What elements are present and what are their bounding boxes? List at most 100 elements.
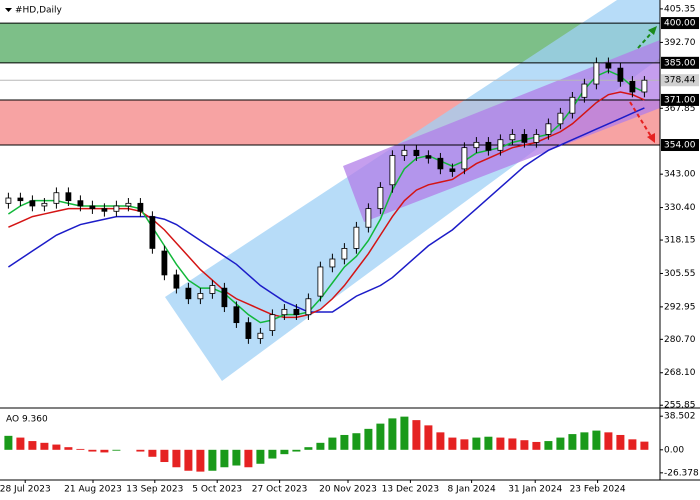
x-tick-label: 13 Dec 2023	[382, 485, 440, 495]
candle-body	[437, 157, 444, 170]
ao-bar	[580, 432, 589, 450]
ao-bar	[448, 437, 457, 450]
candle-body	[617, 67, 624, 82]
candle-body	[473, 141, 480, 149]
candle-body	[569, 96, 576, 114]
ao-bar	[64, 447, 73, 450]
level-label: 400.00	[664, 19, 696, 29]
ao-tick-label: -26.378	[664, 468, 699, 478]
candle-body	[377, 187, 384, 210]
down-arrow	[629, 101, 653, 139]
x-tick-label: 13 Sep 2023	[126, 485, 183, 495]
last-price-box	[661, 74, 699, 87]
candle-body	[485, 141, 492, 151]
ao-bar	[472, 437, 481, 450]
level-label-box	[661, 56, 699, 69]
ao-bar	[544, 441, 553, 450]
last-price-label: 378.44	[664, 76, 696, 86]
ao-bar	[328, 437, 337, 450]
channels	[165, 0, 660, 381]
ao-bar	[640, 441, 649, 450]
ao-bar	[532, 441, 541, 450]
y-tick-label: 367.85	[664, 104, 696, 114]
ao-bar	[436, 432, 445, 450]
ao-bar	[100, 449, 109, 453]
ao-bar	[484, 436, 493, 450]
candle-body	[149, 216, 156, 249]
candle-body	[365, 208, 372, 228]
x-tick-label: 20 Nov 2023	[319, 485, 377, 495]
candle-body	[449, 168, 456, 172]
ao-bar	[280, 449, 289, 455]
candle-body	[101, 208, 108, 212]
ao-bar	[196, 449, 205, 472]
ao-bar	[52, 444, 61, 450]
candle-body	[413, 149, 420, 157]
level-label: 354.00	[664, 141, 696, 151]
ao-bar	[376, 423, 385, 450]
candle-body	[305, 298, 312, 316]
candle-body	[137, 202, 144, 212]
ao-bar	[592, 430, 601, 450]
candle-body	[221, 287, 228, 308]
candle-body	[293, 308, 300, 316]
ao-bar	[232, 449, 241, 466]
candle-body	[125, 202, 132, 207]
candle-body	[353, 226, 360, 249]
candle-body	[581, 83, 588, 98]
ao-bar	[340, 434, 349, 450]
y-tick-label: 392.70	[664, 38, 696, 48]
chart-title: #HD,Daily	[15, 6, 63, 16]
ao-bar	[208, 449, 217, 471]
candle-body	[5, 197, 12, 204]
ao-bar	[508, 438, 517, 450]
candle-body	[281, 308, 288, 316]
candle-body	[41, 202, 48, 207]
candle-body	[89, 205, 96, 210]
candle-body	[257, 332, 264, 339]
candle-body	[53, 192, 60, 204]
up-arrow-head	[648, 26, 657, 35]
ao-bar	[364, 428, 373, 450]
x-tick-label: 27 Oct 2023	[252, 485, 308, 495]
ao-bar	[352, 433, 361, 450]
x-tick-label: 31 Jan 2024	[508, 485, 562, 495]
level-label-box	[661, 139, 699, 152]
ao-bar	[424, 425, 433, 450]
level-label-box	[661, 93, 699, 106]
ao-bar	[40, 442, 49, 450]
candle-body	[341, 248, 348, 260]
candle-body	[533, 134, 540, 143]
x-tick-label: 5 Oct 2023	[192, 485, 242, 495]
candle-body	[29, 200, 36, 207]
y-tick-label: 292.95	[664, 302, 696, 312]
ao-bar	[304, 447, 313, 450]
ao-bar	[316, 442, 325, 450]
candle-body	[317, 266, 324, 297]
menu-icon[interactable]	[5, 8, 12, 12]
candle-body	[461, 147, 468, 170]
candle-body	[65, 192, 72, 202]
ao-bar	[400, 416, 409, 450]
ao-tick-label: 0.00	[664, 445, 684, 455]
candle-body	[173, 274, 180, 289]
moving-average	[7, 107, 645, 313]
y-tick-label: 255.85	[664, 401, 696, 411]
ao-bar	[256, 449, 265, 464]
candle-body	[557, 112, 564, 125]
ao-bar	[520, 440, 529, 450]
y-tick-label: 343.00	[664, 170, 696, 180]
ao-bar	[568, 434, 577, 450]
ao-bar	[412, 420, 421, 450]
candle-body	[605, 62, 612, 69]
candle-body	[629, 80, 636, 93]
candle-body	[245, 322, 252, 339]
candle-body	[209, 285, 216, 294]
candle-body	[185, 287, 192, 300]
ao-bar	[184, 449, 193, 471]
candle-body	[77, 200, 84, 207]
level-label: 371.00	[664, 95, 696, 105]
x-tick-label: 8 Jan 2024	[447, 485, 495, 495]
